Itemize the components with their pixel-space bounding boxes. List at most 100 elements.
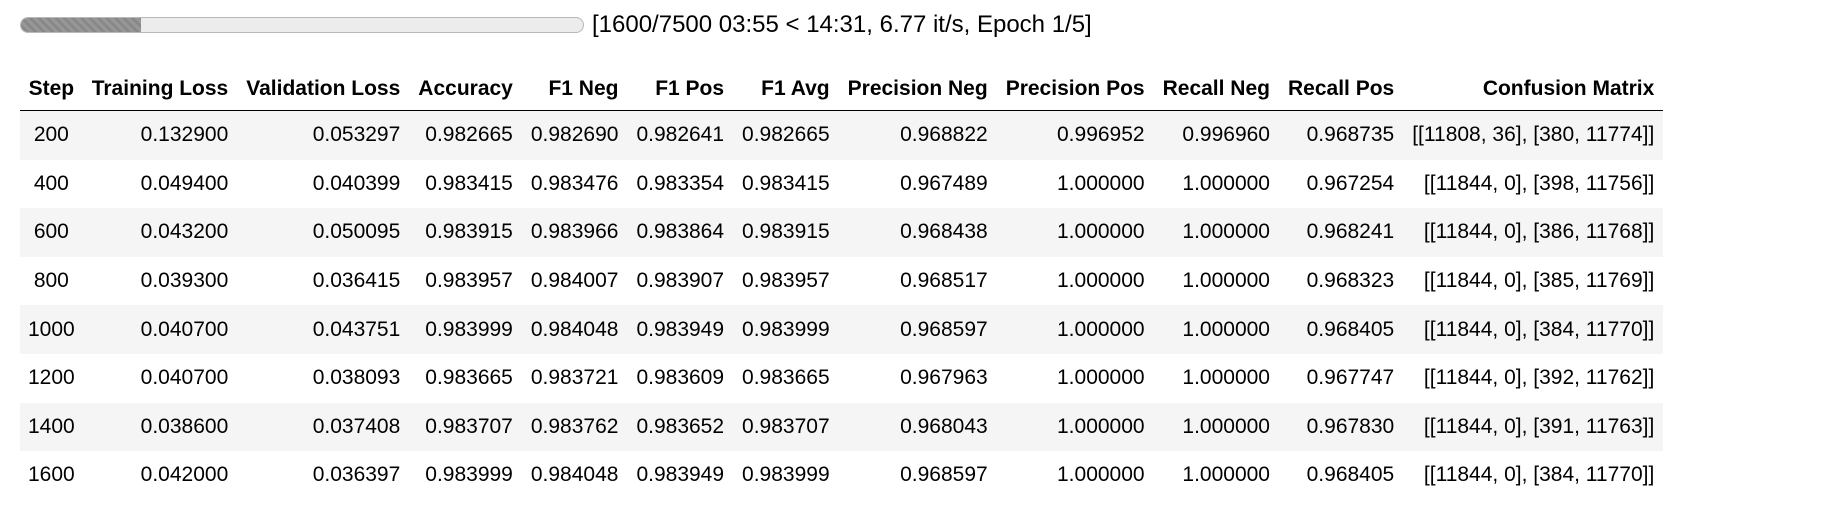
column-header-validation-loss: Validation Loss <box>237 68 410 111</box>
cell-accuracy: 0.983999 <box>409 451 522 500</box>
cell-step: 800 <box>20 256 83 306</box>
cell-recall-pos: 0.968405 <box>1278 305 1404 354</box>
cell-training-loss: 0.049400 <box>82 159 238 209</box>
table-row: 600 0.043200 0.050095 0.983915 0.983966 0.983… <box>20 208 1664 257</box>
cell-precision-neg: 0.967489 <box>838 159 997 209</box>
cell-training-loss: 0.043200 <box>82 208 238 257</box>
column-header-step: Step <box>20 68 83 111</box>
column-header-f1-neg: F1 Neg <box>521 68 628 111</box>
column-header-f1-avg: F1 Avg <box>733 68 839 111</box>
cell-validation-loss: 0.036397 <box>237 451 410 500</box>
table-body: 200 0.132900 0.053297 0.982665 0.982690 0.982… <box>20 110 1664 500</box>
cell-f1-neg: 0.983966 <box>521 208 628 257</box>
cell-f1-neg: 0.984048 <box>521 451 628 500</box>
cell-step: 1200 <box>20 353 83 403</box>
cell-precision-neg: 0.968517 <box>838 256 997 306</box>
cell-f1-avg: 0.983999 <box>733 451 839 500</box>
cell-recall-pos: 0.967254 <box>1278 159 1404 209</box>
cell-step: 1400 <box>20 402 83 452</box>
cell-f1-neg: 0.984048 <box>521 305 628 354</box>
cell-precision-pos: 1.000000 <box>996 451 1154 500</box>
training-progress: [1600/7500 03:55 < 14:31, 6.77 it/s, Epo… <box>20 8 1092 42</box>
cell-f1-pos: 0.983949 <box>627 451 734 500</box>
cell-precision-pos: 1.000000 <box>996 353 1154 403</box>
table-row: 200 0.132900 0.053297 0.982665 0.982690 0.982… <box>20 110 1664 160</box>
cell-step: 400 <box>20 159 83 209</box>
cell-precision-pos: 1.000000 <box>996 402 1154 452</box>
progress-bar-fill <box>21 18 141 32</box>
cell-step: 1600 <box>20 451 83 500</box>
cell-confusion-matrix: [[11844, 0], [398, 11756]] <box>1403 159 1664 209</box>
cell-f1-avg: 0.983665 <box>733 353 839 403</box>
training-results-table: Step Training Loss Validation Loss Accur… <box>20 68 1664 500</box>
cell-validation-loss: 0.050095 <box>237 208 410 257</box>
column-header-precision-neg: Precision Neg <box>838 68 997 111</box>
table-row: 800 0.039300 0.036415 0.983957 0.984007 0.983… <box>20 256 1664 306</box>
cell-step: 600 <box>20 208 83 257</box>
cell-f1-pos: 0.983652 <box>627 402 734 452</box>
cell-accuracy: 0.983957 <box>409 256 522 306</box>
table-row: 1600 0.042000 0.036397 0.983999 0.984048 0.98… <box>20 451 1664 500</box>
cell-confusion-matrix: [[11844, 0], [392, 11762]] <box>1403 353 1664 403</box>
cell-f1-pos: 0.983609 <box>627 353 734 403</box>
cell-f1-pos: 0.982641 <box>627 110 734 160</box>
cell-recall-neg: 1.000000 <box>1153 208 1279 257</box>
cell-confusion-matrix: [[11844, 0], [384, 11770]] <box>1403 451 1664 500</box>
cell-precision-pos: 0.996952 <box>996 110 1154 160</box>
cell-validation-loss: 0.038093 <box>237 353 410 403</box>
cell-accuracy: 0.983415 <box>409 159 522 209</box>
cell-precision-neg: 0.968597 <box>838 451 997 500</box>
cell-confusion-matrix: [[11844, 0], [386, 11768]] <box>1403 208 1664 257</box>
cell-recall-neg: 1.000000 <box>1153 305 1279 354</box>
cell-precision-neg: 0.968438 <box>838 208 997 257</box>
cell-accuracy: 0.982665 <box>409 110 522 160</box>
cell-confusion-matrix: [[11808, 36], [380, 11774]] <box>1403 110 1664 160</box>
column-header-f1-pos: F1 Pos <box>627 68 734 111</box>
cell-confusion-matrix: [[11844, 0], [384, 11770]] <box>1403 305 1664 354</box>
cell-f1-neg: 0.983721 <box>521 353 628 403</box>
cell-recall-pos: 0.967830 <box>1278 402 1404 452</box>
cell-f1-neg: 0.982690 <box>521 110 628 160</box>
table-row: 400 0.049400 0.040399 0.983415 0.983476 0.983… <box>20 159 1664 209</box>
cell-recall-neg: 0.996960 <box>1153 110 1279 160</box>
cell-f1-avg: 0.983415 <box>733 159 839 209</box>
progress-bar <box>20 17 584 33</box>
cell-recall-pos: 0.967747 <box>1278 353 1404 403</box>
cell-f1-avg: 0.983999 <box>733 305 839 354</box>
cell-precision-pos: 1.000000 <box>996 256 1154 306</box>
cell-training-loss: 0.039300 <box>82 256 238 306</box>
cell-precision-neg: 0.967963 <box>838 353 997 403</box>
column-header-precision-pos: Precision Pos <box>996 68 1154 111</box>
cell-validation-loss: 0.036415 <box>237 256 410 306</box>
cell-training-loss: 0.042000 <box>82 451 238 500</box>
column-header-training-loss: Training Loss <box>82 68 238 111</box>
cell-f1-pos: 0.983949 <box>627 305 734 354</box>
table-row: 1400 0.038600 0.037408 0.983707 0.983762 0.98… <box>20 402 1664 452</box>
cell-training-loss: 0.040700 <box>82 353 238 403</box>
cell-precision-pos: 1.000000 <box>996 159 1154 209</box>
cell-accuracy: 0.983915 <box>409 208 522 257</box>
cell-f1-pos: 0.983907 <box>627 256 734 306</box>
cell-validation-loss: 0.040399 <box>237 159 410 209</box>
cell-f1-pos: 0.983864 <box>627 208 734 257</box>
cell-recall-pos: 0.968735 <box>1278 110 1404 160</box>
cell-precision-neg: 0.968597 <box>838 305 997 354</box>
cell-accuracy: 0.983999 <box>409 305 522 354</box>
cell-accuracy: 0.983707 <box>409 402 522 452</box>
cell-recall-neg: 1.000000 <box>1153 256 1279 306</box>
column-header-accuracy: Accuracy <box>409 68 522 111</box>
cell-precision-neg: 0.968822 <box>838 110 997 160</box>
cell-training-loss: 0.038600 <box>82 402 238 452</box>
progress-status-text: [1600/7500 03:55 < 14:31, 6.77 it/s, Epo… <box>592 11 1092 38</box>
cell-f1-avg: 0.982665 <box>733 110 839 160</box>
column-header-recall-neg: Recall Neg <box>1153 68 1279 111</box>
cell-confusion-matrix: [[11844, 0], [385, 11769]] <box>1403 256 1664 306</box>
cell-recall-pos: 0.968405 <box>1278 451 1404 500</box>
cell-validation-loss: 0.053297 <box>237 110 410 160</box>
cell-precision-pos: 1.000000 <box>996 305 1154 354</box>
cell-training-loss: 0.132900 <box>82 110 238 160</box>
cell-recall-pos: 0.968323 <box>1278 256 1404 306</box>
cell-f1-neg: 0.984007 <box>521 256 628 306</box>
cell-confusion-matrix: [[11844, 0], [391, 11763]] <box>1403 402 1664 452</box>
cell-recall-neg: 1.000000 <box>1153 353 1279 403</box>
